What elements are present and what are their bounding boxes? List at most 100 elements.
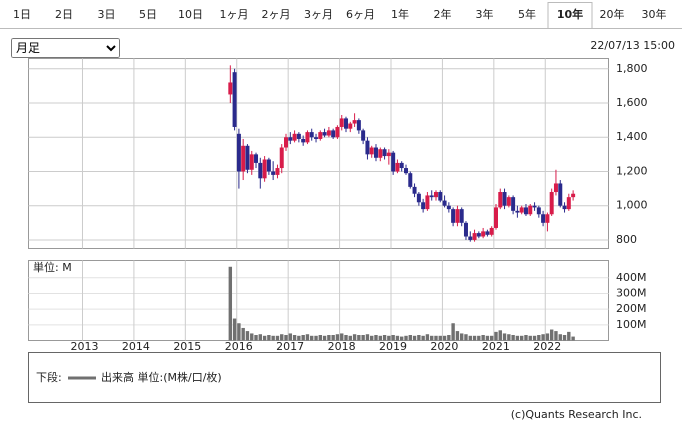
- candle-body: [451, 209, 456, 223]
- candle-body: [412, 186, 417, 194]
- candle-body: [309, 132, 314, 138]
- volume-bar: [344, 335, 348, 341]
- volume-bar: [498, 330, 502, 341]
- volume-bar: [331, 335, 335, 341]
- volume-bar: [250, 333, 254, 341]
- volume-bar: [352, 334, 357, 341]
- tab[interactable]: 3ヶ月: [304, 8, 333, 21]
- volume-bar: [541, 334, 545, 341]
- candle-body: [339, 118, 344, 127]
- candle-body: [455, 209, 460, 223]
- volume-bar: [408, 335, 412, 341]
- volume-bar: [322, 335, 327, 341]
- volume-bar: [421, 335, 425, 341]
- candle-body: [399, 162, 404, 169]
- tab[interactable]: 10日: [178, 8, 203, 21]
- volume-bar: [515, 335, 520, 341]
- candle-body: [459, 209, 464, 223]
- x-tick-label: 2018: [328, 340, 356, 353]
- candle-body: [523, 207, 528, 215]
- volume-bar: [477, 335, 481, 341]
- period-select[interactable]: 月足: [11, 38, 120, 58]
- volume-bar: [348, 335, 352, 341]
- volume-bar: [310, 335, 314, 341]
- volume-bar: [412, 335, 417, 341]
- volume-bar: [520, 335, 524, 341]
- candle-body: [249, 154, 254, 170]
- volume-bar: [460, 333, 464, 341]
- volume-bar: [481, 335, 485, 341]
- candle-body: [344, 118, 349, 129]
- tab[interactable]: 5日: [139, 8, 157, 21]
- x-tick-label: 2020: [430, 340, 458, 353]
- tab[interactable]: 30年: [642, 7, 667, 21]
- volume-bar: [387, 335, 391, 341]
- tab[interactable]: 3年: [476, 7, 494, 21]
- candle-body: [562, 205, 567, 210]
- volume-bar: [374, 335, 378, 341]
- tab[interactable]: 3日: [98, 8, 116, 21]
- volume-bar: [262, 335, 267, 341]
- candle-body: [506, 197, 511, 206]
- tab[interactable]: 20年: [600, 7, 625, 21]
- volume-bar: [528, 335, 532, 341]
- tab[interactable]: 2ヶ月: [262, 8, 291, 21]
- candle-body: [485, 231, 490, 235]
- unit-label: 単位: M: [33, 260, 72, 274]
- candle-body: [541, 214, 546, 223]
- candle-body: [241, 145, 246, 172]
- volume-bar: [451, 323, 455, 341]
- volume-bar: [425, 334, 430, 341]
- candle-body: [331, 130, 336, 138]
- volume-bar: [472, 335, 477, 341]
- candle-body: [386, 152, 391, 157]
- volume-bar: [292, 335, 297, 341]
- tab[interactable]: 2年: [434, 7, 452, 21]
- price-frame: [28, 58, 609, 249]
- candle-body: [352, 120, 357, 124]
- tab-selected[interactable]: [547, 2, 593, 29]
- x-tick-label: 2013: [70, 340, 98, 353]
- volume-bar: [562, 335, 567, 341]
- tab[interactable]: 6ヶ月: [346, 8, 375, 21]
- tab[interactable]: 1ヶ月: [220, 8, 249, 21]
- volume-bar: [237, 323, 241, 341]
- candle-body: [481, 231, 486, 237]
- volume-bar: [485, 335, 490, 341]
- volume-bar: [455, 331, 460, 341]
- volume-bar: [511, 335, 515, 341]
- candle-body: [571, 193, 576, 198]
- volume-bar: [442, 335, 447, 341]
- tab[interactable]: 2日: [55, 8, 73, 21]
- volume-bar: [524, 335, 528, 341]
- volume-bar: [245, 331, 250, 341]
- candle-body: [296, 133, 301, 139]
- volume-bar: [297, 335, 301, 341]
- candle-body: [536, 207, 541, 215]
- volume-bar: [417, 335, 421, 341]
- volume-bar: [378, 335, 383, 341]
- volume-bar: [232, 318, 237, 341]
- y-tick-label: 300M: [616, 286, 647, 299]
- candle-body: [369, 147, 374, 155]
- tab[interactable]: 1年: [391, 7, 409, 21]
- tab[interactable]: 10年: [557, 7, 583, 21]
- tab[interactable]: 5年: [518, 7, 536, 21]
- candle-body: [404, 168, 409, 174]
- candle-body: [416, 193, 421, 203]
- candle-body: [476, 233, 481, 237]
- volume-bar: [280, 334, 284, 341]
- volume-bar: [537, 335, 541, 341]
- candle-body: [391, 152, 396, 172]
- x-tick-label: 2014: [122, 340, 150, 353]
- tab[interactable]: 1日: [13, 8, 31, 21]
- candle-body: [314, 137, 319, 139]
- volume-bar: [340, 333, 344, 341]
- candle-body: [438, 192, 443, 201]
- volume-bar: [558, 334, 562, 341]
- volume-bar: [434, 335, 438, 341]
- candle-body: [348, 123, 353, 129]
- candle-body: [254, 154, 259, 163]
